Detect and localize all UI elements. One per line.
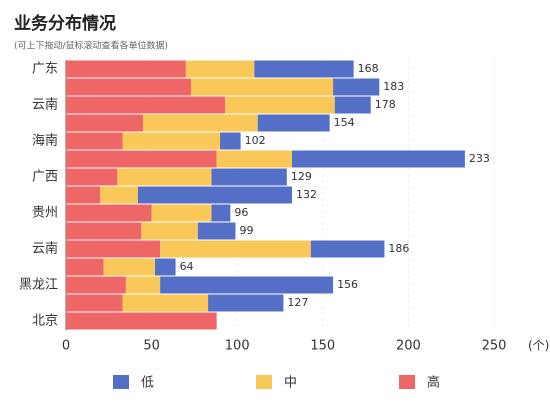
y-tick-label: 广东 — [32, 62, 58, 77]
total-label: 102 — [245, 134, 266, 147]
y-tick-label: 黑龙江 — [19, 278, 58, 293]
bar-segment — [66, 294, 123, 312]
y-tick-label: 云南 — [32, 97, 58, 113]
total-label: 186 — [388, 242, 409, 255]
bar-segment — [66, 114, 144, 132]
bar-segment — [160, 276, 334, 294]
x-axis-unit: (个) — [528, 339, 549, 353]
bar-segment — [333, 78, 380, 96]
x-tick-label: 200 — [396, 339, 421, 354]
bar-segment — [66, 222, 142, 240]
bar-segment — [66, 312, 217, 330]
total-label: 183 — [383, 80, 404, 93]
y-tick-label: 北京 — [32, 314, 58, 329]
bar-segment — [185, 60, 255, 78]
total-label: 96 — [234, 206, 248, 219]
total-label: 168 — [358, 62, 379, 75]
bar-segment — [66, 60, 186, 78]
bar-segment — [151, 204, 212, 222]
bar-segment — [190, 78, 334, 96]
x-tick-label: 250 — [482, 339, 507, 354]
bar-segment — [208, 294, 284, 312]
bar-segment — [211, 168, 287, 186]
bar-segment — [103, 258, 156, 276]
bar-segment — [66, 96, 226, 114]
legend-swatch[interactable] — [256, 375, 272, 389]
bar-segment — [254, 60, 354, 78]
chart-title: 业务分布情况 — [14, 13, 116, 34]
bar-segment — [66, 276, 126, 294]
total-label: 154 — [334, 116, 355, 129]
bar-segment — [66, 204, 152, 222]
total-label: 129 — [291, 170, 312, 183]
bar-segment — [334, 96, 371, 114]
legend-label[interactable]: 低 — [141, 376, 154, 391]
bar-segment — [100, 186, 138, 204]
total-label: 132 — [296, 188, 317, 201]
bar-segment — [122, 294, 209, 312]
bar-segment — [155, 258, 176, 276]
bar-segment — [66, 240, 161, 258]
bar-segment — [216, 150, 292, 168]
bar-segment — [66, 186, 101, 204]
bar-segment — [310, 240, 385, 258]
legend-swatch[interactable] — [113, 375, 129, 389]
bar-segment — [197, 222, 236, 240]
y-tick-label: 广西 — [32, 170, 58, 185]
bar-segment — [291, 150, 465, 168]
bar-segment — [160, 240, 311, 258]
bar-segment — [122, 132, 221, 150]
total-label: 127 — [287, 296, 308, 309]
x-tick-label: 150 — [310, 339, 335, 354]
bar-segment — [257, 114, 330, 132]
bar-segment — [66, 78, 191, 96]
legend-label[interactable]: 中 — [284, 376, 297, 391]
bar-segment — [66, 258, 104, 276]
legend-label[interactable]: 高 — [427, 375, 440, 391]
bar-segment — [211, 204, 231, 222]
bar-segment — [220, 132, 241, 150]
total-label: 99 — [239, 224, 253, 237]
chart-subtitle: (可上下拖动/鼠标滚动查看各单位数据) — [14, 40, 168, 52]
bar-segment — [66, 168, 118, 186]
y-tick-label: 海南 — [32, 133, 58, 149]
bar-segment — [143, 114, 258, 132]
total-label: 64 — [180, 260, 194, 273]
total-label: 178 — [375, 98, 396, 111]
total-label: 233 — [469, 152, 490, 165]
y-tick-label: 云南 — [32, 241, 58, 257]
bar-segment — [137, 186, 292, 204]
bar-segment — [125, 276, 161, 294]
bar-segment — [66, 132, 123, 150]
x-tick-label: 100 — [225, 339, 250, 354]
bar-segment — [141, 222, 198, 240]
legend-swatch[interactable] — [399, 375, 415, 389]
bar-segment — [117, 168, 212, 186]
bar-segment — [66, 150, 217, 168]
total-label: 156 — [337, 278, 358, 291]
bar-segment — [225, 96, 335, 114]
x-tick-label: 0 — [62, 339, 70, 354]
y-tick-label: 贵州 — [32, 206, 58, 221]
x-tick-label: 50 — [143, 339, 160, 354]
